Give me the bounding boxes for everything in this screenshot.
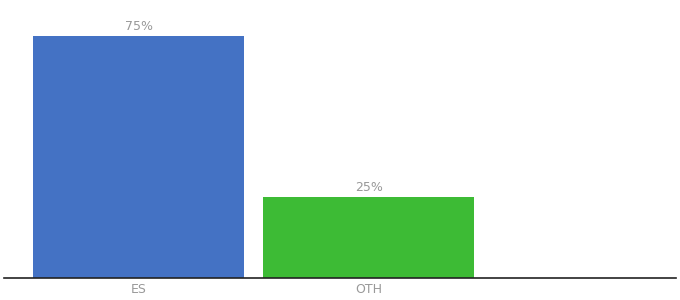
- Text: 75%: 75%: [124, 20, 152, 33]
- Bar: [33, 36, 244, 278]
- Bar: [263, 197, 475, 278]
- Text: 25%: 25%: [355, 181, 383, 194]
